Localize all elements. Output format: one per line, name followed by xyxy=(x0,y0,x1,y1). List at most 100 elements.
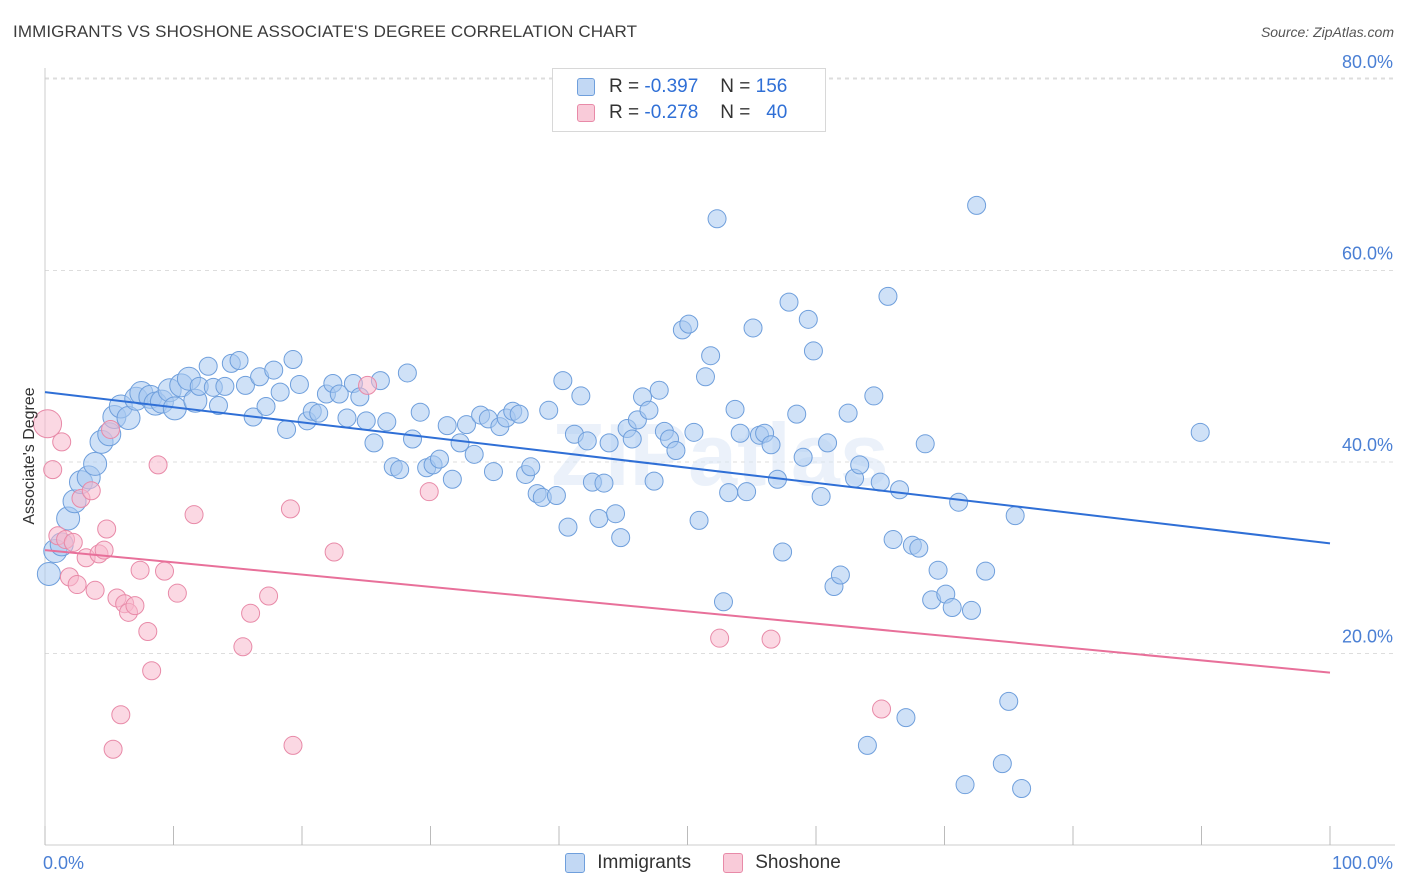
immigrants-point xyxy=(594,473,614,493)
y-tick-label: 80.0% xyxy=(1342,52,1393,72)
shoshone-point xyxy=(97,519,117,539)
y-axis-title: Associate's Degree xyxy=(21,387,38,524)
immigrants-point xyxy=(622,429,642,449)
immigrants-point xyxy=(377,412,397,432)
immigrants-point xyxy=(329,384,349,404)
shoshone-point xyxy=(324,542,344,562)
immigrants-point xyxy=(689,510,709,530)
y-tick-label: 20.0% xyxy=(1342,627,1393,647)
immigrants-swatch xyxy=(577,78,595,96)
immigrants-point xyxy=(429,449,449,469)
immigrants-point xyxy=(684,422,704,442)
legend-n-label: N = xyxy=(720,102,751,123)
immigrants-point xyxy=(611,528,631,548)
legend-row-immigrants: R = -0.397 N = 156 xyxy=(577,75,787,99)
shoshone-point xyxy=(101,419,121,439)
immigrants-point xyxy=(787,404,807,424)
immigrants-point xyxy=(743,318,763,338)
immigrants-point xyxy=(337,408,357,428)
immigrants-point xyxy=(949,492,969,512)
immigrants-legend-swatch xyxy=(565,853,586,873)
shoshone-point xyxy=(184,505,204,525)
immigrants-point xyxy=(838,403,858,423)
immigrants-trend-line xyxy=(44,391,1331,545)
shoshone-point xyxy=(130,560,150,580)
shoshone-point xyxy=(259,586,279,606)
shoshone-point xyxy=(872,699,892,719)
legend-label-shoshone: Shoshone xyxy=(755,852,841,873)
correlation-legend: R = -0.397 N = 156 R = -0.278 N = 40 xyxy=(552,68,826,132)
immigrants-point xyxy=(830,565,850,585)
immigrants-point xyxy=(229,351,249,371)
shoshone-point xyxy=(241,603,261,623)
immigrants-point xyxy=(264,360,284,380)
immigrants-point xyxy=(539,400,559,420)
immigrants-point xyxy=(577,431,597,451)
shoshone-point xyxy=(283,735,303,755)
immigrants-point xyxy=(915,434,935,454)
immigrants-point xyxy=(83,451,108,476)
shoshone-swatch xyxy=(577,104,595,122)
legend-n-value: 156 xyxy=(755,76,788,97)
immigrants-point xyxy=(397,363,417,383)
immigrants-point xyxy=(864,386,884,406)
legend-n-value: 40 xyxy=(766,102,788,123)
immigrants-point xyxy=(509,404,529,424)
shoshone-legend-swatch xyxy=(723,853,744,873)
immigrants-point xyxy=(36,562,61,587)
immigrants-point xyxy=(644,471,664,491)
immigrants-point xyxy=(850,455,870,475)
immigrants-point xyxy=(730,423,750,443)
shoshone-point xyxy=(155,561,175,581)
immigrants-point xyxy=(235,375,255,395)
immigrants-point xyxy=(571,386,591,406)
immigrants-point xyxy=(961,600,981,620)
legend-r-label: R = xyxy=(609,76,640,97)
shoshone-point xyxy=(280,499,300,519)
shoshone-point xyxy=(43,460,63,480)
immigrants-point xyxy=(283,350,303,370)
immigrants-point xyxy=(1190,422,1210,442)
immigrants-point xyxy=(289,374,309,394)
immigrants-point xyxy=(1005,506,1025,526)
immigrants-point xyxy=(403,429,423,449)
immigrants-point xyxy=(1012,779,1032,799)
immigrants-point xyxy=(955,775,975,795)
immigrants-point xyxy=(639,400,659,420)
shoshone-point xyxy=(710,628,730,648)
legend-row-shoshone: R = -0.278 N = 40 xyxy=(577,101,787,125)
immigrants-point xyxy=(437,416,457,436)
shoshone-point xyxy=(52,432,72,452)
immigrants-point xyxy=(558,517,578,537)
immigrants-point xyxy=(909,538,929,558)
immigrants-point xyxy=(883,530,903,550)
x-tick-labels: 0.0% 100.0% xyxy=(43,853,1393,873)
immigrants-point xyxy=(309,403,329,423)
source-credit: Source: ZipAtlas.com xyxy=(1260,24,1394,40)
immigrants-point xyxy=(215,376,235,396)
y-tick-label: 60.0% xyxy=(1342,244,1393,264)
immigrants-point xyxy=(737,482,757,502)
immigrants-point xyxy=(707,209,727,229)
legend-r-value: -0.278 xyxy=(644,102,699,123)
shoshone-point xyxy=(33,409,63,439)
immigrants-point xyxy=(456,415,476,435)
immigrants-point xyxy=(198,356,218,376)
immigrants-point xyxy=(779,292,799,312)
immigrants-point xyxy=(857,735,877,755)
immigrants-point xyxy=(725,399,745,419)
y-tick-labels: 20.0% 40.0% 60.0% 80.0% xyxy=(1342,52,1393,647)
immigrants-point xyxy=(870,472,890,492)
shoshone-point xyxy=(358,375,378,395)
immigrants-point xyxy=(410,402,430,422)
shoshone-point xyxy=(81,481,101,501)
immigrants-point xyxy=(666,441,686,461)
immigrants-point xyxy=(442,469,462,489)
x-tick-label-min: 0.0% xyxy=(43,853,84,873)
immigrants-point xyxy=(773,542,793,562)
shoshone-point xyxy=(103,739,123,759)
shoshone-point xyxy=(142,661,162,681)
immigrants-point xyxy=(992,754,1012,774)
immigrants-point xyxy=(649,380,669,400)
